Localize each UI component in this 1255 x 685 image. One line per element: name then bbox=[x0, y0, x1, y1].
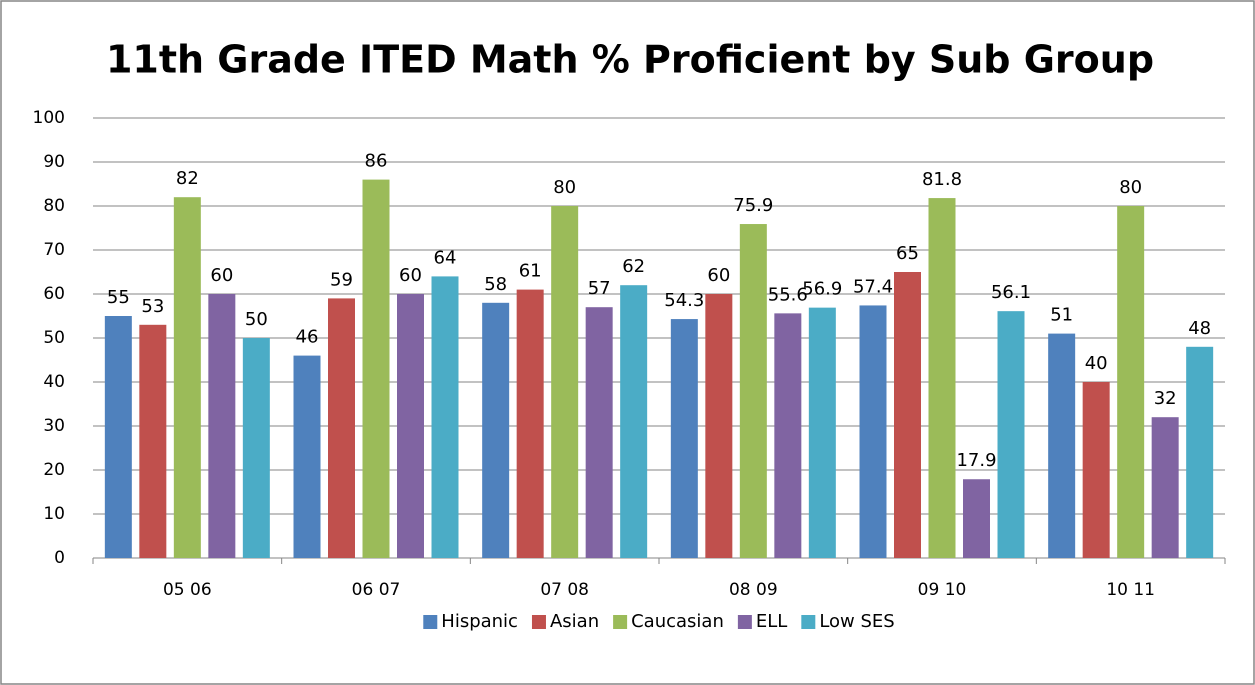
value-label: 54.3 bbox=[664, 290, 704, 311]
value-label: 80 bbox=[553, 177, 576, 198]
x-tick-label: 07 08 bbox=[540, 580, 589, 600]
y-tick-label: 20 bbox=[43, 460, 65, 480]
bar bbox=[431, 276, 459, 558]
legend-label: Asian bbox=[550, 611, 599, 632]
y-tick-label: 60 bbox=[43, 284, 65, 304]
legend-label: Low SES bbox=[819, 611, 894, 632]
value-label: 60 bbox=[399, 265, 422, 286]
y-tick-label: 10 bbox=[43, 504, 65, 524]
bar bbox=[104, 316, 132, 558]
value-label: 75.9 bbox=[733, 195, 773, 216]
bar bbox=[620, 285, 648, 558]
x-tick-label: 05 06 bbox=[163, 580, 212, 600]
chart-title: 11th Grade ITED Math % Proficient by Sub… bbox=[106, 38, 1154, 82]
legend: Hispanic Asian Caucasian ELL Low SES bbox=[423, 611, 895, 632]
bar bbox=[482, 302, 510, 558]
value-label: 59 bbox=[330, 269, 353, 290]
value-label: 81.8 bbox=[922, 169, 962, 190]
value-label: 57.4 bbox=[853, 276, 893, 297]
bar bbox=[139, 324, 167, 558]
bar bbox=[585, 307, 613, 558]
y-tick-label: 50 bbox=[43, 328, 65, 348]
bar bbox=[173, 197, 201, 558]
bar bbox=[808, 307, 836, 558]
value-label: 17.9 bbox=[956, 450, 996, 471]
legend-label: Caucasian bbox=[631, 611, 724, 632]
value-label: 60 bbox=[210, 265, 233, 286]
x-tick-label: 06 07 bbox=[352, 580, 401, 600]
y-tick-label: 30 bbox=[43, 416, 65, 436]
legend-swatch bbox=[423, 615, 438, 629]
bar bbox=[859, 305, 887, 558]
value-label: 60 bbox=[707, 265, 730, 286]
bar bbox=[293, 355, 321, 558]
legend-swatch bbox=[613, 615, 628, 629]
bar bbox=[928, 198, 956, 558]
legend-swatch bbox=[801, 615, 816, 629]
bar bbox=[516, 289, 544, 558]
y-tick-label: 80 bbox=[43, 196, 65, 216]
y-tick-label: 40 bbox=[43, 372, 65, 392]
bar bbox=[739, 224, 767, 559]
bar bbox=[242, 338, 270, 558]
value-label: 56.9 bbox=[802, 279, 842, 300]
value-label: 82 bbox=[176, 168, 199, 189]
value-label: 46 bbox=[296, 327, 319, 348]
x-tick-label: 08 09 bbox=[729, 580, 778, 600]
bar bbox=[1151, 417, 1179, 558]
legend-label: ELL bbox=[756, 611, 787, 632]
value-label: 55 bbox=[107, 287, 130, 308]
bar bbox=[1117, 206, 1145, 558]
legend-swatch bbox=[531, 615, 546, 629]
value-label: 51 bbox=[1050, 305, 1073, 326]
bar bbox=[551, 206, 579, 558]
value-label: 80 bbox=[1119, 177, 1142, 198]
value-label: 53 bbox=[141, 296, 164, 317]
value-label: 58 bbox=[484, 274, 507, 295]
bar bbox=[894, 272, 921, 558]
value-label: 61 bbox=[519, 261, 542, 282]
value-label: 86 bbox=[365, 151, 388, 172]
bar bbox=[705, 294, 733, 558]
legend-swatch bbox=[737, 615, 752, 629]
value-label: 62 bbox=[622, 256, 645, 277]
value-label: 50 bbox=[245, 309, 268, 330]
legend-label: Hispanic bbox=[441, 611, 518, 632]
bar bbox=[328, 298, 355, 558]
value-label: 64 bbox=[434, 247, 457, 268]
bar bbox=[1082, 382, 1110, 558]
x-tick-label: 09 10 bbox=[918, 580, 967, 600]
bar bbox=[670, 319, 698, 558]
y-tick-label: 70 bbox=[43, 240, 65, 260]
value-label: 48 bbox=[1188, 318, 1211, 339]
value-label: 32 bbox=[1154, 388, 1177, 409]
value-label: 40 bbox=[1085, 353, 1108, 374]
y-tick-label: 0 bbox=[54, 548, 65, 568]
value-label: 57 bbox=[588, 278, 611, 299]
value-label: 56.1 bbox=[991, 282, 1031, 303]
bar bbox=[997, 311, 1025, 558]
bar bbox=[1186, 346, 1214, 558]
bar bbox=[963, 479, 990, 558]
value-label: 65 bbox=[896, 243, 919, 264]
bar bbox=[208, 294, 236, 558]
value-label: 55.6 bbox=[768, 284, 808, 305]
bar bbox=[397, 294, 424, 558]
y-tick-label: 100 bbox=[33, 108, 65, 128]
x-tick-label: 10 11 bbox=[1106, 580, 1155, 600]
bar bbox=[1048, 333, 1076, 558]
bar bbox=[774, 313, 802, 558]
y-tick-label: 90 bbox=[43, 152, 65, 172]
bar bbox=[362, 179, 390, 558]
